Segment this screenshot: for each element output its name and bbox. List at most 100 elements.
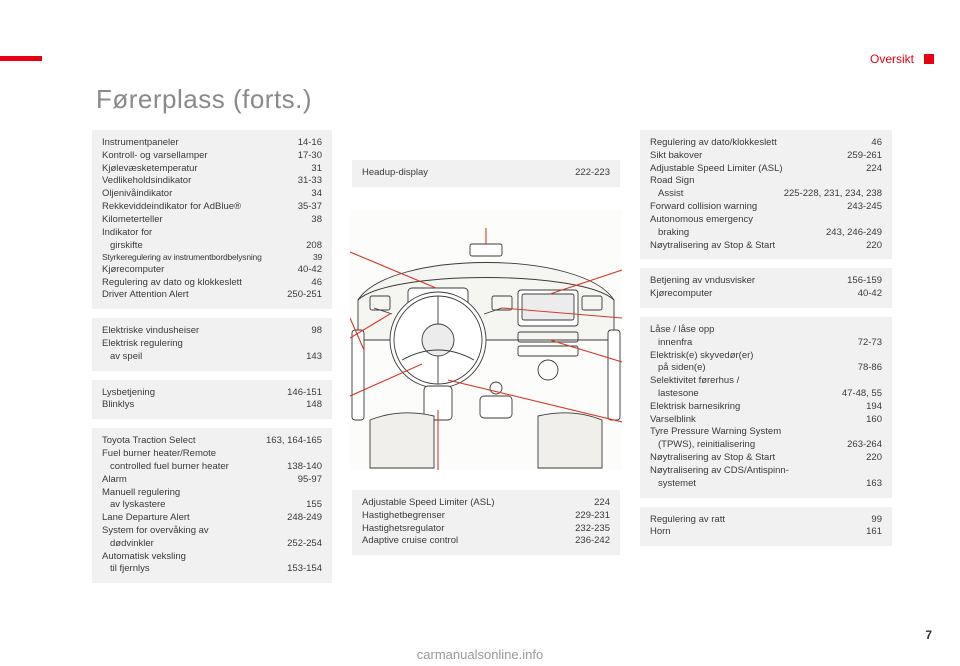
right-column: Regulering av dato/klokkeslett46Sikt bak… [640,130,892,555]
row-pages: 153-154 [287,563,322,576]
row-label: Automatisk veksling [102,551,322,564]
row-pages: 224 [594,497,610,510]
headup-display-box: Headup-display222-223 [352,160,620,187]
row-label: Nøytralisering av Stop & Start [650,452,866,465]
table-row: Horn161 [650,526,882,539]
speed-limiter-box: Adjustable Speed Limiter (ASL)224Hastigh… [352,490,620,555]
table-row: Assist225-228, 231, 234, 238 [650,188,882,201]
row-label: systemet [650,478,866,491]
table-row: Betjening av vndusvisker156-159 [650,275,882,288]
row-label: Instrumentpaneler [102,137,298,150]
table-row: Hastighetsregulator232-235 [362,523,610,536]
row-pages: 99 [871,514,882,527]
row-label: Kontroll- og varsellamper [102,150,298,163]
row-label: Driver Attention Alert [102,289,287,302]
table-row: Lysbetjening146-151 [102,387,322,400]
row-label: Oljenivåindikator [102,188,311,201]
row-label: Kilometerteller [102,214,311,227]
table-row: Adjustable Speed Limiter (ASL)224 [650,163,882,176]
table-row: Autonomous emergency [650,214,882,227]
table-row: Vedlikeholdsindikator31-33 [102,175,322,188]
row-label: Elektrisk barnesikring [650,401,866,414]
table-row: Road Sign [650,175,882,188]
row-pages: 146-151 [287,387,322,400]
table-row: til fjernlys153-154 [102,563,322,576]
row-pages: 156-159 [847,275,882,288]
table-row: Sikt bakover259-261 [650,150,882,163]
table-row: Nøytralisering av Stop & Start220 [650,452,882,465]
row-pages: 243, 246-249 [826,227,882,240]
row-label: på siden(e) [650,362,858,375]
row-label: Låse / låse opp [650,324,882,337]
table-row: (TPWS), reinitialisering263-264 [650,439,882,452]
table-row: Nøytralisering av Stop & Start220 [650,240,882,253]
mid-bottom-wrap: Adjustable Speed Limiter (ASL)224Hastigh… [352,490,620,564]
accent-box-right [924,54,934,64]
table-row: Nøytralisering av CDS/Antispinn- [650,465,882,478]
row-pages: 72-73 [858,337,882,350]
row-label: Toyota Traction Select [102,435,266,448]
table-row: Kjørecomputer40-42 [650,288,882,301]
table-row: Indikator for [102,227,322,240]
table-row: Instrumentpaneler14-16 [102,137,322,150]
row-label: Road Sign [650,175,882,188]
table-row: Regulering av dato og klokkeslett46 [102,277,322,290]
row-label: Hastighetbegrenser [362,510,575,523]
table-row: Kjørecomputer40-42 [102,264,322,277]
row-pages: 17-30 [298,150,322,163]
row-pages: 31 [311,163,322,176]
table-row: Automatisk veksling [102,551,322,564]
row-label: braking [650,227,826,240]
row-pages: 138-140 [287,461,322,474]
table-row: Oljenivåindikator34 [102,188,322,201]
table-row: Lane Departure Alert248-249 [102,512,322,525]
table-row: Toyota Traction Select163, 164-165 [102,435,322,448]
row-pages: 250-251 [287,289,322,302]
row-label: Horn [650,526,866,539]
info-box: Regulering av dato/klokkeslett46Sikt bak… [640,130,892,259]
row-label: Adaptive cruise control [362,535,575,548]
row-label: dødvinkler [102,538,287,551]
page-title: Førerplass (forts.) [96,84,312,115]
info-box: Lysbetjening146-151Blinklys148 [92,380,332,420]
table-row: Kontroll- og varsellamper17-30 [102,150,322,163]
row-label: Rekkeviddeindikator for AdBlue® [102,201,298,214]
row-label: Adjustable Speed Limiter (ASL) [362,497,594,510]
table-row: braking243, 246-249 [650,227,882,240]
table-row: lastesone47-48, 55 [650,388,882,401]
row-label: Manuell regulering [102,487,322,500]
table-row: Elektrisk barnesikring194 [650,401,882,414]
row-label: Nøytralisering av Stop & Start [650,240,866,253]
row-label: Styrkeregulering av instrumentbordbelysn… [102,252,313,263]
row-label: av speil [102,351,306,364]
row-pages: 143 [306,351,322,364]
table-row: Regulering av ratt99 [650,514,882,527]
row-label: Kjølevæsketemperatur [102,163,311,176]
row-label: Tyre Pressure Warning System [650,426,882,439]
row-label: Alarm [102,474,298,487]
table-row: dødvinkler252-254 [102,538,322,551]
table-row: Fuel burner heater/Remote [102,448,322,461]
row-label: Indikator for [102,227,322,240]
row-label: Sikt bakover [650,150,847,163]
row-label: Forward collision warning [650,201,847,214]
table-row: System for overvåking av [102,525,322,538]
table-row: Blinklys148 [102,399,322,412]
row-pages: 35-37 [298,201,322,214]
row-pages: 31-33 [298,175,322,188]
row-pages: 229-231 [575,510,610,523]
row-label: Fuel burner heater/Remote [102,448,322,461]
row-pages: 222-223 [575,167,610,180]
table-row: Hastighetbegrenser229-231 [362,510,610,523]
row-label: System for overvåking av [102,525,322,538]
row-pages: 232-235 [575,523,610,536]
table-row: Tyre Pressure Warning System [650,426,882,439]
row-pages: 46 [871,137,882,150]
row-pages: 243-245 [847,201,882,214]
row-pages: 208 [306,240,322,253]
row-label: Regulering av ratt [650,514,871,527]
row-pages: 148 [306,399,322,412]
dashboard-diagram [350,210,622,470]
row-pages: 259-261 [847,150,882,163]
row-pages: 161 [866,526,882,539]
